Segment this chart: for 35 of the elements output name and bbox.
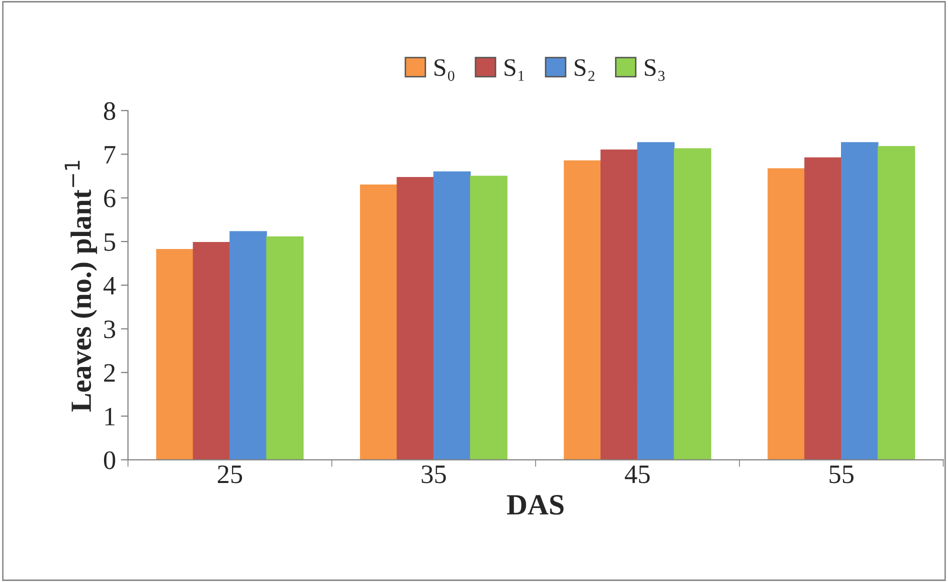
x-tick-label: 25 [218,465,242,484]
legend-label: S₁ [504,59,524,81]
bar [230,231,267,460]
y-tick-label: 7 [104,146,116,164]
bar [674,148,712,460]
y-tick-label: 2 [104,364,115,382]
bar [266,236,304,460]
legend-label: S₂ [574,59,594,81]
bar [878,146,916,460]
x-tick-label: 35 [422,465,446,484]
bar [804,157,842,460]
bar [768,168,806,460]
x-tick-label: 55 [830,466,854,484]
y-tick-label: 0 [104,451,116,470]
x-tick-label: 45 [624,466,650,484]
bar [156,249,194,460]
y-tick-label: 8 [104,102,116,120]
y-tick-label: 5 [104,233,116,251]
bar [637,142,675,460]
bar [564,160,602,460]
bar [470,176,508,460]
bar [192,242,230,460]
legend-label: S₃ [644,59,665,81]
bar [360,184,398,460]
bar [396,177,434,460]
y-tick-label: 4 [103,276,116,294]
y-tick-label: 1 [105,408,115,426]
y-tick-label: 3 [104,320,116,338]
y-tick-label: 6 [104,190,116,208]
y-axis-title: Leaves (no.) plant$^{−1}$ [64,160,98,412]
x-axis-title: DAS [506,495,564,515]
legend-label: S₀ [434,59,454,81]
bar [600,150,638,460]
bar [841,142,878,460]
bar [433,171,471,460]
